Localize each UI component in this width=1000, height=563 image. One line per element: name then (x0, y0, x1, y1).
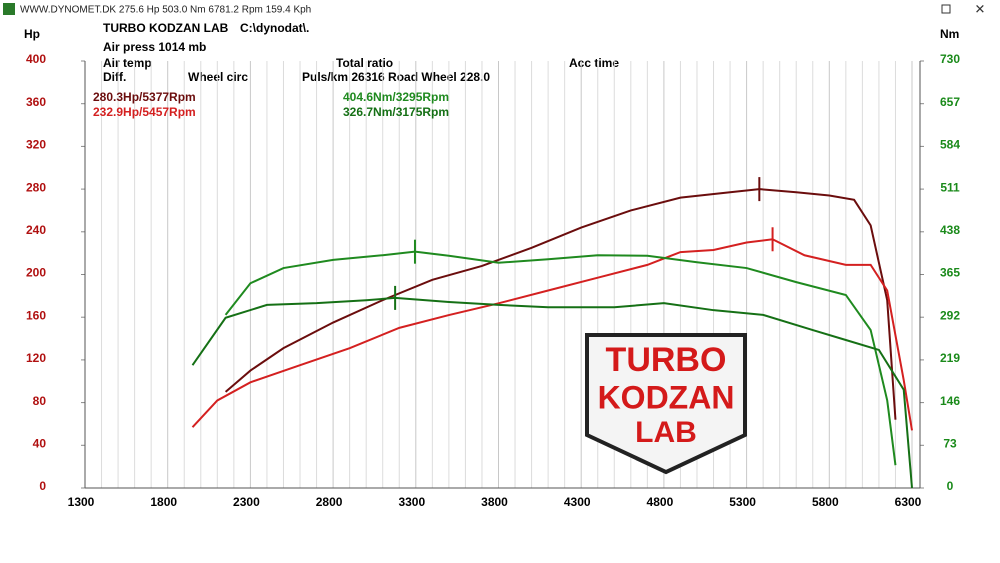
curve (224, 250, 897, 466)
diff: Diff. (103, 70, 126, 84)
y-tick-label: 0 (39, 479, 46, 493)
window-title: WWW.DYNOMET.DK 275.6 Hp 503.0 Nm 6781.2 … (20, 5, 311, 16)
x-tick-label: 5800 (812, 495, 839, 509)
y-tick-label: 120 (26, 351, 46, 365)
y2-tick-label: 219 (940, 351, 960, 365)
y2-tick-label: 0 (947, 479, 954, 493)
curve (191, 296, 913, 489)
logo: TURBO KODZAN LAB (585, 333, 747, 475)
peak-annotation: 404.6Nm/3295Rpm (343, 90, 449, 104)
y2-tick-label: 511 (940, 180, 960, 194)
y-tick-label: 240 (26, 223, 46, 237)
logo-text: LAB (635, 416, 697, 449)
curve (224, 188, 897, 420)
wheel-circ: Wheel circ (188, 70, 248, 84)
puls-km: Puls/km 26316 Road Wheel 228.0 (302, 70, 490, 84)
logo-text: TURBO (606, 341, 727, 379)
y2-tick-label: 584 (940, 138, 960, 152)
curve (191, 238, 913, 431)
air-temp: Air temp (103, 56, 152, 70)
restore-button[interactable] (941, 4, 951, 14)
x-tick-label: 1300 (68, 495, 95, 509)
y2-tick-label: 292 (940, 308, 960, 322)
x-tick-label: 2800 (316, 495, 343, 509)
y-tick-label: 200 (26, 266, 46, 280)
y-tick-label: 400 (26, 52, 46, 66)
acc-time: Acc time (569, 56, 619, 70)
y2-tick-label: 438 (940, 223, 960, 237)
x-tick-label: 4300 (564, 495, 591, 509)
lab-name: TURBO KODZAN LAB (103, 21, 229, 35)
y2-tick-label: 146 (940, 394, 960, 408)
y-tick-label: 40 (33, 436, 47, 450)
total-ratio: Total ratio (336, 56, 393, 70)
file-path: C:\dynodat\. (240, 21, 309, 35)
app-icon (3, 3, 15, 15)
x-tick-label: 5300 (729, 495, 756, 509)
y2-tick-label: 365 (940, 266, 960, 280)
y-tick-label: 80 (33, 394, 47, 408)
y2-tick-label: 730 (940, 52, 960, 66)
air-press: Air press 1014 mb (103, 40, 206, 54)
x-tick-label: 3800 (481, 495, 508, 509)
x-tick-label: 1800 (150, 495, 177, 509)
y2-tick-label: 73 (943, 436, 957, 450)
peak-annotation: 232.9Hp/5457Rpm (93, 105, 196, 119)
y2-axis-label: Nm (940, 27, 959, 41)
peak-annotation: 326.7Nm/3175Rpm (343, 105, 449, 119)
y-tick-label: 360 (26, 95, 46, 109)
x-tick-label: 2300 (233, 495, 260, 509)
peak-annotation: 280.3Hp/5377Rpm (93, 90, 196, 104)
y2-tick-label: 657 (940, 95, 960, 109)
x-tick-label: 4800 (647, 495, 674, 509)
y-axis-label: Hp (24, 27, 40, 41)
logo-text: KODZAN (598, 379, 735, 415)
logo-badge (585, 333, 747, 475)
y-tick-label: 160 (26, 308, 46, 322)
close-button[interactable]: ✕ (975, 1, 986, 16)
y-tick-label: 320 (26, 138, 46, 152)
x-tick-label: 6300 (895, 495, 922, 509)
y-tick-label: 280 (26, 180, 46, 194)
x-tick-label: 3300 (398, 495, 425, 509)
